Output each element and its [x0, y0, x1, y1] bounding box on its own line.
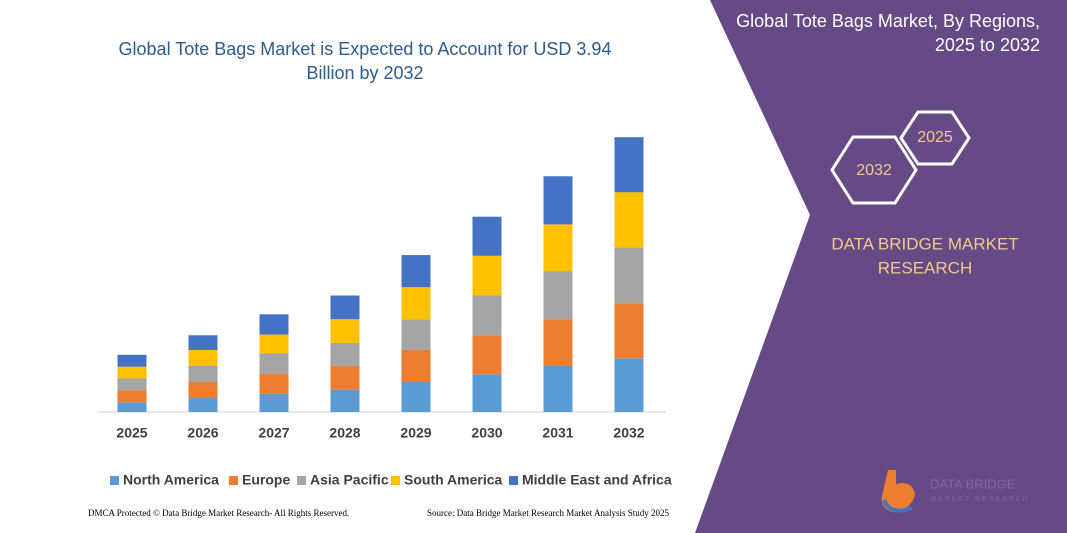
bar-segment [614, 247, 644, 304]
bar-segment [330, 365, 360, 390]
bar-segment [330, 319, 360, 343]
logo-text: MARKET RESEARCH [930, 496, 1030, 503]
bar-segment [259, 373, 289, 394]
hexagon [899, 110, 971, 166]
legend-label: Europe [242, 472, 290, 488]
bar-segment [472, 374, 502, 412]
legend-swatch [509, 476, 518, 485]
brand-text: RESEARCH [878, 258, 972, 277]
legend-label: South America [404, 472, 502, 488]
bar-segment [401, 382, 431, 412]
brand-text: DATA BRIDGE MARKET [831, 234, 1018, 253]
bar-segment [117, 402, 147, 412]
footer-text: DMCA Protected © Data Bridge Market Rese… [88, 508, 349, 518]
x-tick-label: 2026 [187, 425, 218, 441]
legend-swatch [229, 476, 238, 485]
x-tick-label: 2031 [542, 425, 573, 441]
logo-mark [882, 499, 913, 513]
bar-segment [401, 349, 431, 383]
x-tick-label: 2030 [471, 425, 502, 441]
bar-segment [188, 382, 218, 399]
bar-segment [259, 353, 289, 374]
bar-segment [188, 335, 218, 350]
bar-segment [543, 365, 573, 412]
bar-segment [188, 398, 218, 412]
legend-swatch [391, 476, 400, 485]
bar-segment [330, 389, 360, 412]
bar-segment [543, 224, 573, 272]
footer-text: Source: Data Bridge Market Research Mark… [427, 508, 669, 518]
hexagon-label: 2025 [917, 129, 953, 146]
bar-segment [401, 287, 431, 320]
bar-segment [543, 319, 573, 366]
legend-swatch [110, 476, 119, 485]
bar-segment [614, 137, 644, 193]
bar-segment [614, 303, 644, 359]
bar-segment [401, 319, 431, 350]
chart-title: Global Tote Bags Market is Expected to A… [119, 39, 612, 59]
bar-segment [259, 314, 289, 335]
bar-segment [188, 365, 218, 383]
bar-segment [188, 349, 218, 366]
x-tick-label: 2029 [400, 425, 431, 441]
side-panel [695, 0, 1067, 533]
bar-segment [472, 295, 502, 336]
bar-segment [117, 390, 147, 403]
legend-swatch [297, 476, 306, 485]
logo-mark [881, 470, 915, 512]
bar-segment [472, 255, 502, 296]
bar-segment [330, 295, 360, 320]
bar-segment [259, 334, 289, 354]
hexagon-label: 2032 [856, 162, 892, 179]
x-tick-label: 2025 [116, 425, 147, 441]
bar-segment [472, 216, 502, 256]
bar-segment [472, 335, 502, 375]
x-tick-label: 2028 [329, 425, 360, 441]
hexagon [830, 135, 918, 205]
bar-segment [401, 255, 431, 288]
x-tick-label: 2027 [258, 425, 289, 441]
bar-segment [330, 342, 360, 366]
bar-segment [117, 366, 147, 379]
legend-label: Asia Pacific [310, 472, 389, 488]
x-tick-label: 2032 [613, 425, 644, 441]
bar-segment [543, 271, 573, 320]
bar-segment [614, 358, 644, 412]
panel-title: Global Tote Bags Market, By Regions, [736, 11, 1040, 31]
bar-segment [614, 192, 644, 248]
bar-segment [543, 176, 573, 225]
bar-segment [117, 354, 147, 367]
bar-segment [259, 393, 289, 412]
chart-title: Billion by 2032 [306, 63, 423, 83]
legend-label: Middle East and Africa [522, 472, 672, 488]
logo-text: DATA BRIDGE [930, 476, 1016, 491]
panel-title: 2025 to 2032 [935, 35, 1040, 55]
legend-label: North America [123, 472, 219, 488]
bar-segment [117, 378, 147, 391]
